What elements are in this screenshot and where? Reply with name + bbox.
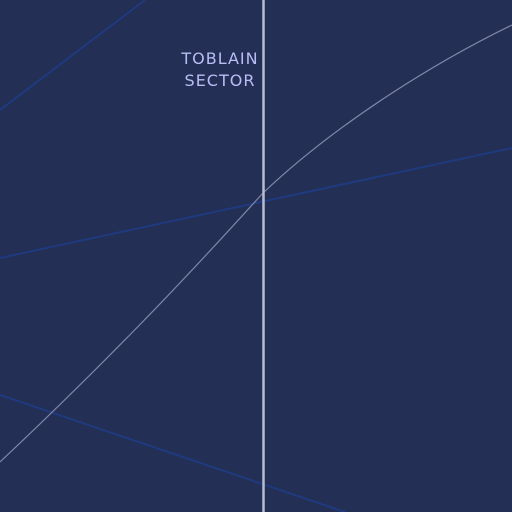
hyperlane-middle (0, 147, 512, 259)
sector-label: TOBLAIN SECTOR (160, 48, 280, 92)
hyperlane-lower (0, 394, 346, 512)
sector-label-line2: SECTOR (184, 71, 256, 90)
sector-label-line1: TOBLAIN (181, 49, 259, 68)
hyperlane-upper-left (0, 0, 146, 111)
